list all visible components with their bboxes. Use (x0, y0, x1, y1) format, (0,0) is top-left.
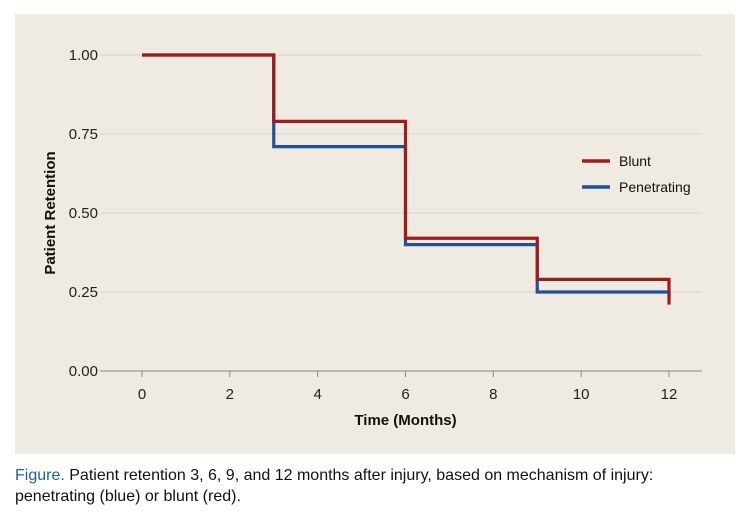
retention-chart: 0.00 0.25 0.50 0.75 1.00 0 2 4 6 8 10 12 Blunt Penet… (42, 47, 702, 429)
y-tick-label: 0.25 (69, 284, 98, 301)
y-tick-label: 0.75 (69, 126, 98, 143)
x-tick-label: 0 (138, 386, 146, 403)
legend-label-blunt: Blunt (619, 153, 651, 169)
figure-panel: 0.00 0.25 0.50 0.75 1.00 0 2 4 6 8 10 12 Blunt Penet… (15, 14, 735, 454)
y-tick-label: 0.50 (69, 205, 98, 222)
x-tick-label: 4 (313, 386, 321, 403)
series-line-blunt (142, 53, 671, 305)
x-tick-label: 2 (226, 386, 234, 403)
x-axis-title: Time (Months) (354, 412, 456, 429)
caption-text: Patient retention 3, 6, 9, and 12 months… (15, 467, 654, 505)
series-lines (142, 53, 671, 305)
axes: 0.00 0.25 0.50 0.75 1.00 0 2 4 6 8 10 12 (69, 47, 702, 403)
y-axis-title: Patient Retention (42, 151, 59, 274)
figure-caption: Figure. Patient retention 3, 6, 9, and 1… (15, 465, 735, 507)
gridlines (100, 54, 702, 372)
caption-label: Figure. (15, 467, 65, 484)
y-tick-label: 0.00 (69, 363, 98, 380)
y-tick-label: 1.00 (69, 47, 98, 64)
legend-label-penetrating: Penetrating (619, 179, 691, 195)
legend: Blunt Penetrating (582, 153, 691, 195)
x-tick-label: 12 (661, 386, 678, 403)
x-tick-label: 6 (401, 386, 409, 403)
x-tick-label: 8 (489, 386, 497, 403)
x-tick-label: 10 (573, 386, 590, 403)
